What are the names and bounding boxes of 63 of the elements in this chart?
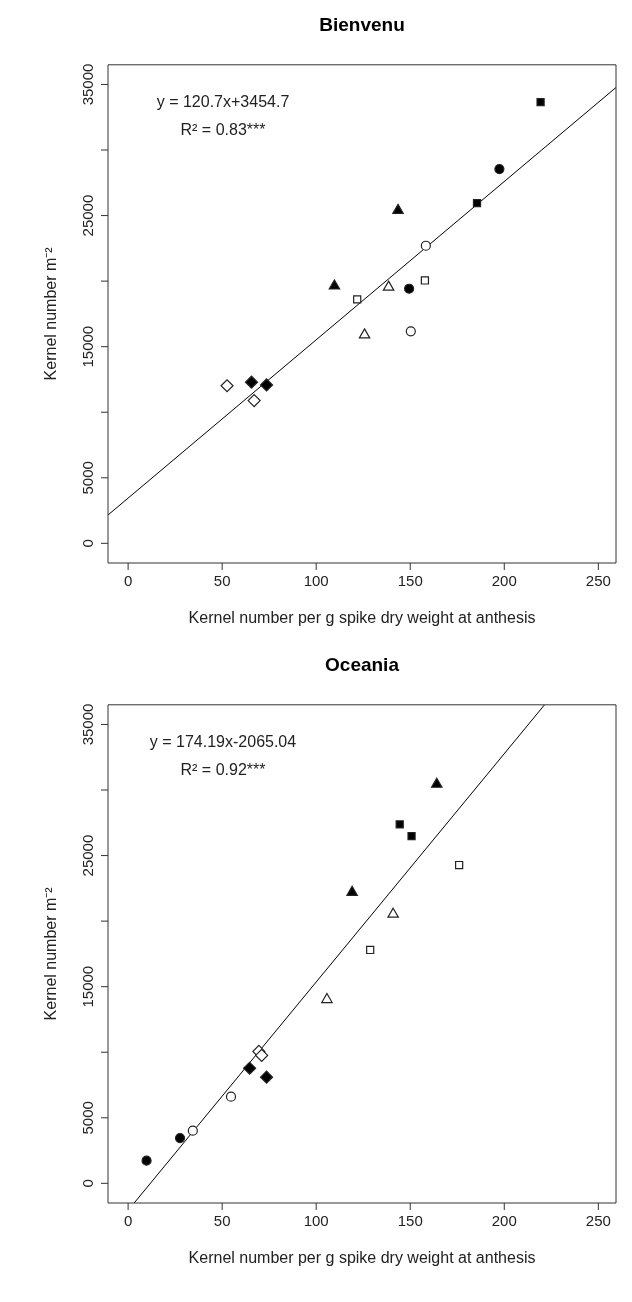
point xyxy=(430,777,443,788)
x-tick-label: 250 xyxy=(585,571,611,589)
x-tick-label: 200 xyxy=(491,1211,517,1229)
point xyxy=(247,393,261,408)
y-axis-title: Kernel number m⁻² xyxy=(42,246,60,381)
point xyxy=(255,1048,269,1062)
x-tick-label: 100 xyxy=(303,1211,329,1229)
point xyxy=(141,1155,152,1166)
y-axis-title: Kernel number m⁻² xyxy=(42,886,60,1021)
point xyxy=(366,945,375,955)
y-tick-label: 25000 xyxy=(78,194,96,237)
x-tick-label: 50 xyxy=(213,571,231,589)
annotation: R² = 0.83*** xyxy=(180,121,266,139)
point xyxy=(404,283,415,294)
x-axis-title: Kernel number per g spike dry weight at anthesis xyxy=(188,1249,536,1267)
point xyxy=(455,860,464,870)
y-tick-label: 35000 xyxy=(78,703,96,746)
y-tick-label: 15000 xyxy=(78,325,96,368)
point xyxy=(243,1061,257,1075)
point xyxy=(259,1070,274,1084)
annotation: y = 120.7x+3454.7 xyxy=(156,93,290,111)
y-tick-label: 25000 xyxy=(78,834,96,877)
point xyxy=(174,1133,186,1144)
point xyxy=(220,379,234,393)
x-tick-label: 150 xyxy=(397,571,423,589)
point xyxy=(259,378,274,392)
y-tick-label: 0 xyxy=(78,539,96,548)
point xyxy=(494,163,505,175)
x-tick-label: 250 xyxy=(585,1211,611,1229)
x-tick-label: 200 xyxy=(491,571,517,589)
point xyxy=(358,328,371,339)
x-tick-label: 0 xyxy=(123,1211,133,1229)
point xyxy=(353,295,362,304)
point xyxy=(420,276,430,285)
point xyxy=(382,280,395,291)
annotation: R² = 0.92*** xyxy=(180,761,266,779)
y-tick-label: 5000 xyxy=(78,461,96,495)
y-tick-label: 35000 xyxy=(78,63,96,106)
point xyxy=(321,992,333,1004)
chart-title: Bienvenu xyxy=(319,13,405,35)
point xyxy=(187,1125,198,1136)
x-tick-label: 0 xyxy=(123,571,133,589)
point xyxy=(536,98,545,107)
x-tick-label: 50 xyxy=(213,1211,231,1229)
point xyxy=(346,885,358,896)
chart-title: Oceania xyxy=(325,653,400,675)
point xyxy=(387,907,399,918)
x-tick-label: 100 xyxy=(303,571,329,589)
y-tick-label: 0 xyxy=(78,1179,96,1188)
point xyxy=(225,1091,237,1102)
point xyxy=(405,326,416,337)
annotation: y = 174.19x-2065.04 xyxy=(149,733,297,751)
point xyxy=(472,198,482,208)
point xyxy=(420,240,431,251)
point xyxy=(244,375,259,389)
y-tick-label: 5000 xyxy=(78,1101,96,1135)
point xyxy=(395,820,404,829)
point xyxy=(392,203,404,214)
point xyxy=(407,831,416,841)
x-axis-title: Kernel number per g spike dry weight at anthesis xyxy=(188,609,536,627)
y-tick-label: 15000 xyxy=(78,965,96,1008)
x-tick-label: 150 xyxy=(397,1211,423,1229)
point xyxy=(328,279,341,290)
